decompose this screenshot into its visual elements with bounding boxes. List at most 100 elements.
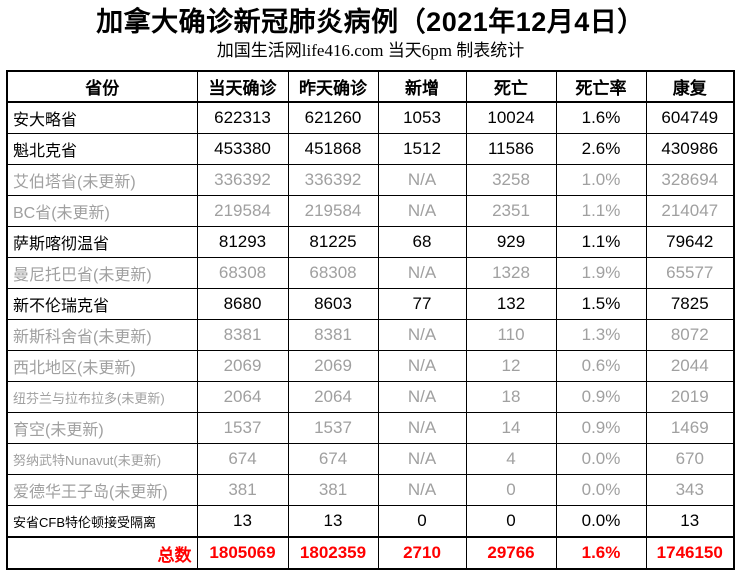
deaths-cell: 929 [465, 226, 557, 258]
death-rate-cell: 1.1% [555, 226, 647, 258]
recovered-cell: 7825 [645, 288, 735, 320]
today-cell: 2064 [196, 381, 289, 413]
yesterday-cell: 674 [287, 443, 379, 475]
deaths-cell: 12 [465, 350, 557, 382]
death-rate-cell: 1.5% [555, 288, 647, 320]
new-cases-cell: N/A [377, 381, 467, 413]
province-cell: 纽芬兰与拉布拉多(未更新) [6, 381, 198, 413]
table-row: 魁北克省 453380 451868 1512 11586 2.6% 430986 [6, 133, 735, 165]
deaths-cell: 0 [465, 474, 557, 506]
table-row: 新不伦瑞克省 8680 8603 77 132 1.5% 7825 [6, 288, 735, 320]
province-cell: 育空(未更新) [6, 412, 198, 444]
table-body: 安大略省 622313 621260 1053 10024 1.6% 604749 魁北克省 4… [6, 101, 735, 538]
table-row: 育空(未更新) 1537 1537 N/A 14 0.9% 1469 [6, 412, 735, 444]
deaths-cell: 14 [465, 412, 557, 444]
today-cell: 8680 [196, 288, 289, 320]
province-cell: 萨斯喀彻温省 [6, 226, 198, 258]
column-header-deaths: 死亡 [465, 70, 557, 103]
province-cell: 魁北克省 [6, 133, 198, 165]
today-cell: 336392 [196, 164, 289, 196]
total-deaths-cell: 29766 [465, 536, 557, 570]
death-rate-cell: 1.3% [555, 319, 647, 351]
today-cell: 381 [196, 474, 289, 506]
total-today-cell: 1805069 [196, 536, 289, 570]
column-header-yesterday-confirmed: 昨天确诊 [287, 70, 379, 103]
yesterday-cell: 1537 [287, 412, 379, 444]
table-row: 爱德华王子岛(未更新) 381 381 N/A 0 0.0% 343 [6, 474, 735, 506]
column-header-today-confirmed: 当天确诊 [196, 70, 289, 103]
recovered-cell: 328694 [645, 164, 735, 196]
yesterday-cell: 381 [287, 474, 379, 506]
column-header-province: 省份 [6, 70, 198, 103]
today-cell: 453380 [196, 133, 289, 165]
today-cell: 81293 [196, 226, 289, 258]
recovered-cell: 13 [645, 505, 735, 538]
province-cell: 爱德华王子岛(未更新) [6, 474, 198, 506]
death-rate-cell: 0.9% [555, 412, 647, 444]
death-rate-cell: 1.6% [555, 101, 647, 134]
table-row: BC省(未更新) 219584 219584 N/A 2351 1.1% 214047 [6, 195, 735, 227]
deaths-cell: 132 [465, 288, 557, 320]
recovered-cell: 2019 [645, 381, 735, 413]
recovered-cell: 214047 [645, 195, 735, 227]
table-row: 安省CFB特伦顿接受隔离 13 13 0 0 0.0% 13 [6, 505, 735, 538]
today-cell: 2069 [196, 350, 289, 382]
yesterday-cell: 81225 [287, 226, 379, 258]
recovered-cell: 604749 [645, 101, 735, 134]
table-row: 西北地区(未更新) 2069 2069 N/A 12 0.6% 2044 [6, 350, 735, 382]
recovered-cell: 65577 [645, 257, 735, 289]
new-cases-cell: 1512 [377, 133, 467, 165]
column-header-death-rate: 死亡率 [555, 70, 647, 103]
new-cases-cell: 68 [377, 226, 467, 258]
recovered-cell: 1469 [645, 412, 735, 444]
today-cell: 68308 [196, 257, 289, 289]
death-rate-cell: 0.9% [555, 381, 647, 413]
table-header: 省份 当天确诊 昨天确诊 新增 死亡 死亡率 康复 [6, 70, 735, 103]
today-cell: 1537 [196, 412, 289, 444]
new-cases-cell: 77 [377, 288, 467, 320]
death-rate-cell: 1.0% [555, 164, 647, 196]
table-footer: 总数 1805069 1802359 2710 29766 1.6% 17461… [6, 536, 735, 570]
today-cell: 219584 [196, 195, 289, 227]
yesterday-cell: 2064 [287, 381, 379, 413]
page-subtitle: 加国生活网life416.com 当天6pm 制表统计 [216, 41, 525, 60]
death-rate-cell: 0.0% [555, 474, 647, 506]
new-cases-cell: N/A [377, 319, 467, 351]
yesterday-cell: 219584 [287, 195, 379, 227]
today-cell: 13 [196, 505, 289, 538]
table-row: 曼尼托巴省(未更新) 68308 68308 N/A 1328 1.9% 65577 [6, 257, 735, 289]
yesterday-cell: 8381 [287, 319, 379, 351]
province-cell: 努纳武特Nunavut(未更新) [6, 443, 198, 475]
province-cell: 曼尼托巴省(未更新) [6, 257, 198, 289]
deaths-cell: 1328 [465, 257, 557, 289]
total-death-rate-cell: 1.6% [555, 536, 647, 570]
province-cell: 新斯科舍省(未更新) [6, 319, 198, 351]
province-cell: BC省(未更新) [6, 195, 198, 227]
recovered-cell: 430986 [645, 133, 735, 165]
table-row: 艾伯塔省(未更新) 336392 336392 N/A 3258 1.0% 328694 [6, 164, 735, 196]
yesterday-cell: 8603 [287, 288, 379, 320]
deaths-cell: 4 [465, 443, 557, 475]
deaths-cell: 110 [465, 319, 557, 351]
province-cell: 新不伦瑞克省 [6, 288, 198, 320]
death-rate-cell: 0.0% [555, 443, 647, 475]
province-cell: 西北地区(未更新) [6, 350, 198, 382]
today-cell: 622313 [196, 101, 289, 134]
column-header-new-cases: 新增 [377, 70, 467, 103]
recovered-cell: 79642 [645, 226, 735, 258]
new-cases-cell: N/A [377, 412, 467, 444]
province-cell: 艾伯塔省(未更新) [6, 164, 198, 196]
deaths-cell: 3258 [465, 164, 557, 196]
deaths-cell: 18 [465, 381, 557, 413]
deaths-cell: 0 [465, 505, 557, 538]
table-row: 努纳武特Nunavut(未更新) 674 674 N/A 4 0.0% 670 [6, 443, 735, 475]
table-row: 安大略省 622313 621260 1053 10024 1.6% 604749 [6, 101, 735, 134]
death-rate-cell: 0.6% [555, 350, 647, 382]
province-cell: 安大略省 [6, 101, 198, 134]
new-cases-cell: N/A [377, 164, 467, 196]
today-cell: 8381 [196, 319, 289, 351]
recovered-cell: 8072 [645, 319, 735, 351]
death-rate-cell: 1.9% [555, 257, 647, 289]
new-cases-cell: N/A [377, 257, 467, 289]
column-header-recovered: 康复 [645, 70, 735, 103]
